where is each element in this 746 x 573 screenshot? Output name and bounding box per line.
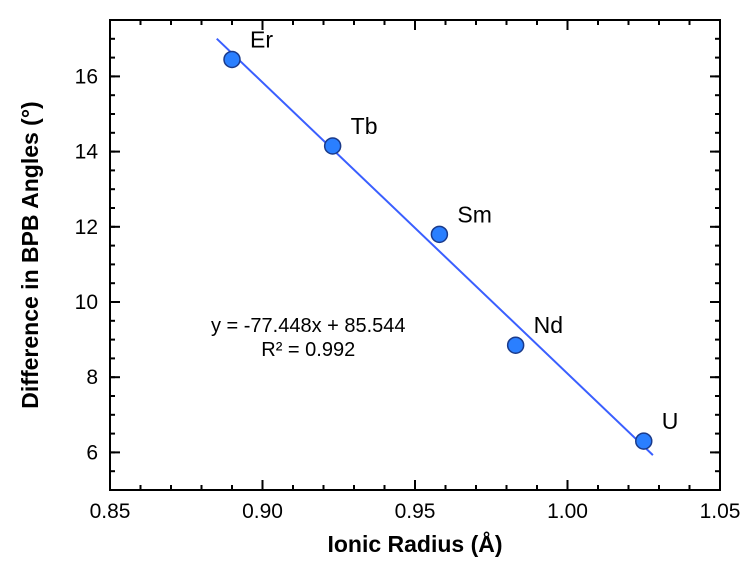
data-point (325, 138, 341, 154)
chart-bg (0, 0, 746, 573)
y-tick-label: 14 (75, 141, 99, 164)
data-point-label: U (662, 408, 679, 434)
x-axis-label: Ionic Radius (Å) (327, 530, 502, 557)
y-tick-label: 6 (86, 441, 98, 464)
y-tick-label: 16 (75, 65, 98, 88)
y-axis-label: Difference in BPB Angles (°) (17, 101, 43, 408)
x-tick-label: 0.95 (395, 500, 436, 523)
y-tick-label: 12 (75, 216, 98, 239)
y-tick-label: 8 (86, 366, 98, 389)
data-point (224, 51, 240, 67)
fit-equation: y = -77.448x + 85.544 (211, 315, 406, 337)
x-tick-label: 1.05 (700, 500, 741, 523)
data-point (636, 433, 652, 449)
data-point-label: Er (250, 26, 273, 52)
y-tick-label: 10 (75, 291, 98, 314)
data-point-label: Nd (534, 312, 563, 338)
data-point (508, 337, 524, 353)
data-point-label: Tb (351, 113, 378, 139)
x-tick-label: 0.90 (242, 500, 283, 523)
data-point (431, 226, 447, 242)
x-tick-label: 0.85 (90, 500, 131, 523)
fit-r2: R² = 0.992 (261, 339, 355, 361)
scatter-chart: 0.85 0.90 0.95 1.00 1.05 6 8 10 12 14 16 Er Tb Sm Nd Uy… (0, 0, 746, 573)
data-point-label: Sm (457, 201, 492, 227)
x-tick-label: 1.00 (547, 500, 588, 523)
chart-canvas: 0.85 0.90 0.95 1.00 1.05 6 8 10 12 14 16 Er Tb Sm Nd Uy… (0, 0, 746, 573)
